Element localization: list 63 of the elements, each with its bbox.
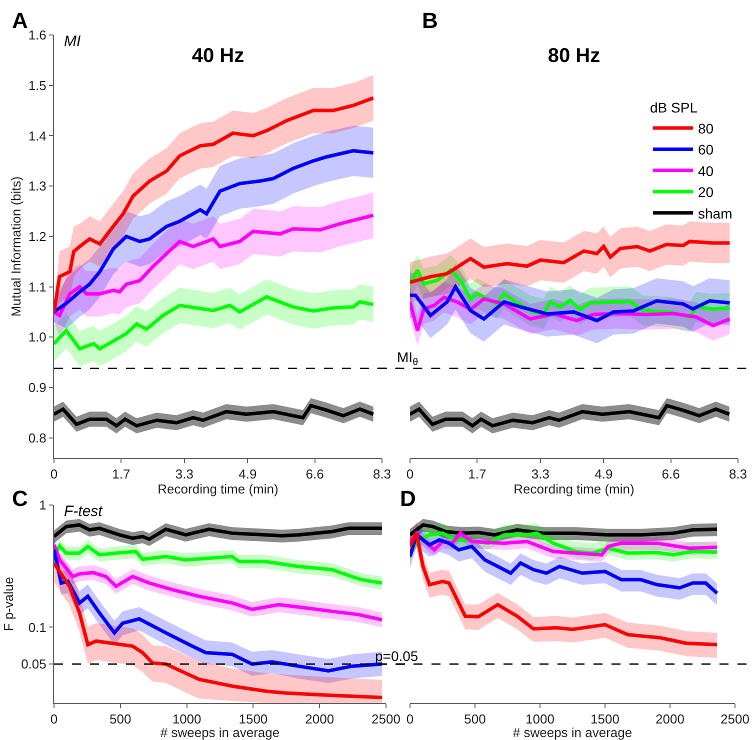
legend-label: 60 bbox=[698, 142, 714, 158]
x-tick-label: 3.3 bbox=[531, 466, 550, 482]
y-tick-label: 1.6 bbox=[28, 28, 46, 43]
x-axis-title: # sweeps in average bbox=[512, 725, 632, 740]
x-tick-label: 6.6 bbox=[662, 466, 680, 482]
y-axis-title: Mutual Information (bits) bbox=[8, 176, 24, 317]
legend-label: sham bbox=[698, 205, 732, 222]
x-tick-label: 2500 bbox=[720, 712, 750, 727]
y-tick-label: 1.3 bbox=[28, 178, 46, 194]
y-tick-label: 1.4 bbox=[28, 128, 46, 144]
ref-line-label: p=0.05 bbox=[375, 648, 418, 664]
x-tick-label: 0 bbox=[50, 712, 58, 727]
text: B bbox=[422, 8, 438, 33]
y-tick-label: 1 bbox=[39, 498, 46, 513]
x-tick-label: 6.6 bbox=[306, 466, 324, 482]
y-tick-label: 1.2 bbox=[28, 228, 46, 244]
y-axis-title: F p-value bbox=[1, 576, 16, 632]
text: C bbox=[12, 486, 28, 511]
x-tick-label: 500 bbox=[110, 712, 132, 727]
x-tick-label: 2000 bbox=[305, 712, 334, 727]
x-axis-title: Recording time (min) bbox=[514, 482, 634, 497]
line-series bbox=[54, 149, 376, 314]
x-tick-label: 1500 bbox=[590, 712, 620, 727]
text: 80 Hz bbox=[548, 45, 600, 67]
x-tick-label: 1500 bbox=[238, 712, 268, 727]
y-tick-label: 0.05 bbox=[21, 656, 46, 672]
annotation: F-test bbox=[64, 503, 104, 520]
x-tick-label: 1.7 bbox=[112, 466, 130, 482]
x-tick-label: 1000 bbox=[172, 712, 202, 727]
y-tick-label: 1.1 bbox=[28, 279, 46, 294]
x-tick-label: 2500 bbox=[372, 712, 400, 727]
y-tick-label: 0.1 bbox=[28, 620, 46, 635]
x-tick-label: 500 bbox=[464, 712, 486, 727]
text: 40 Hz bbox=[192, 45, 244, 67]
line-series bbox=[54, 404, 376, 428]
x-tick-label: 1000 bbox=[526, 712, 554, 727]
line-series bbox=[54, 523, 384, 541]
legend-label: 20 bbox=[698, 184, 714, 200]
x-tick-label: 3.3 bbox=[175, 466, 194, 482]
legend-title: dB SPL bbox=[650, 99, 698, 116]
legend-label: 80 bbox=[698, 120, 714, 136]
y-tick-label: 0.8 bbox=[28, 430, 46, 446]
x-tick-label: 8.3 bbox=[372, 466, 392, 482]
x-tick-label: 8.3 bbox=[728, 466, 748, 482]
x-tick-label: 0 bbox=[50, 466, 58, 482]
ref-line-label: MI$_{θ}$ bbox=[397, 349, 418, 368]
line-series bbox=[54, 214, 376, 318]
x-tick-label: 4.9 bbox=[594, 466, 613, 482]
text: A bbox=[12, 8, 28, 33]
x-axis-title: # sweeps in average bbox=[160, 725, 280, 740]
y-tick-label: 0.9 bbox=[28, 380, 46, 396]
x-tick-label: 0 bbox=[406, 712, 414, 727]
annotation: MI bbox=[64, 33, 81, 50]
line-series bbox=[54, 295, 376, 350]
x-tick-label: 0 bbox=[406, 466, 414, 482]
y-tick-label: 1.5 bbox=[28, 78, 46, 93]
x-tick-label: 4.9 bbox=[238, 466, 257, 482]
y-tick-label: 1.0 bbox=[28, 330, 46, 345]
x-tick-label: 2000 bbox=[656, 712, 684, 727]
x-tick-label: 1.7 bbox=[468, 466, 486, 482]
x-axis-title: Recording time (min) bbox=[158, 482, 278, 497]
legend-label: 40 bbox=[698, 162, 714, 179]
annotation: D bbox=[400, 486, 416, 511]
